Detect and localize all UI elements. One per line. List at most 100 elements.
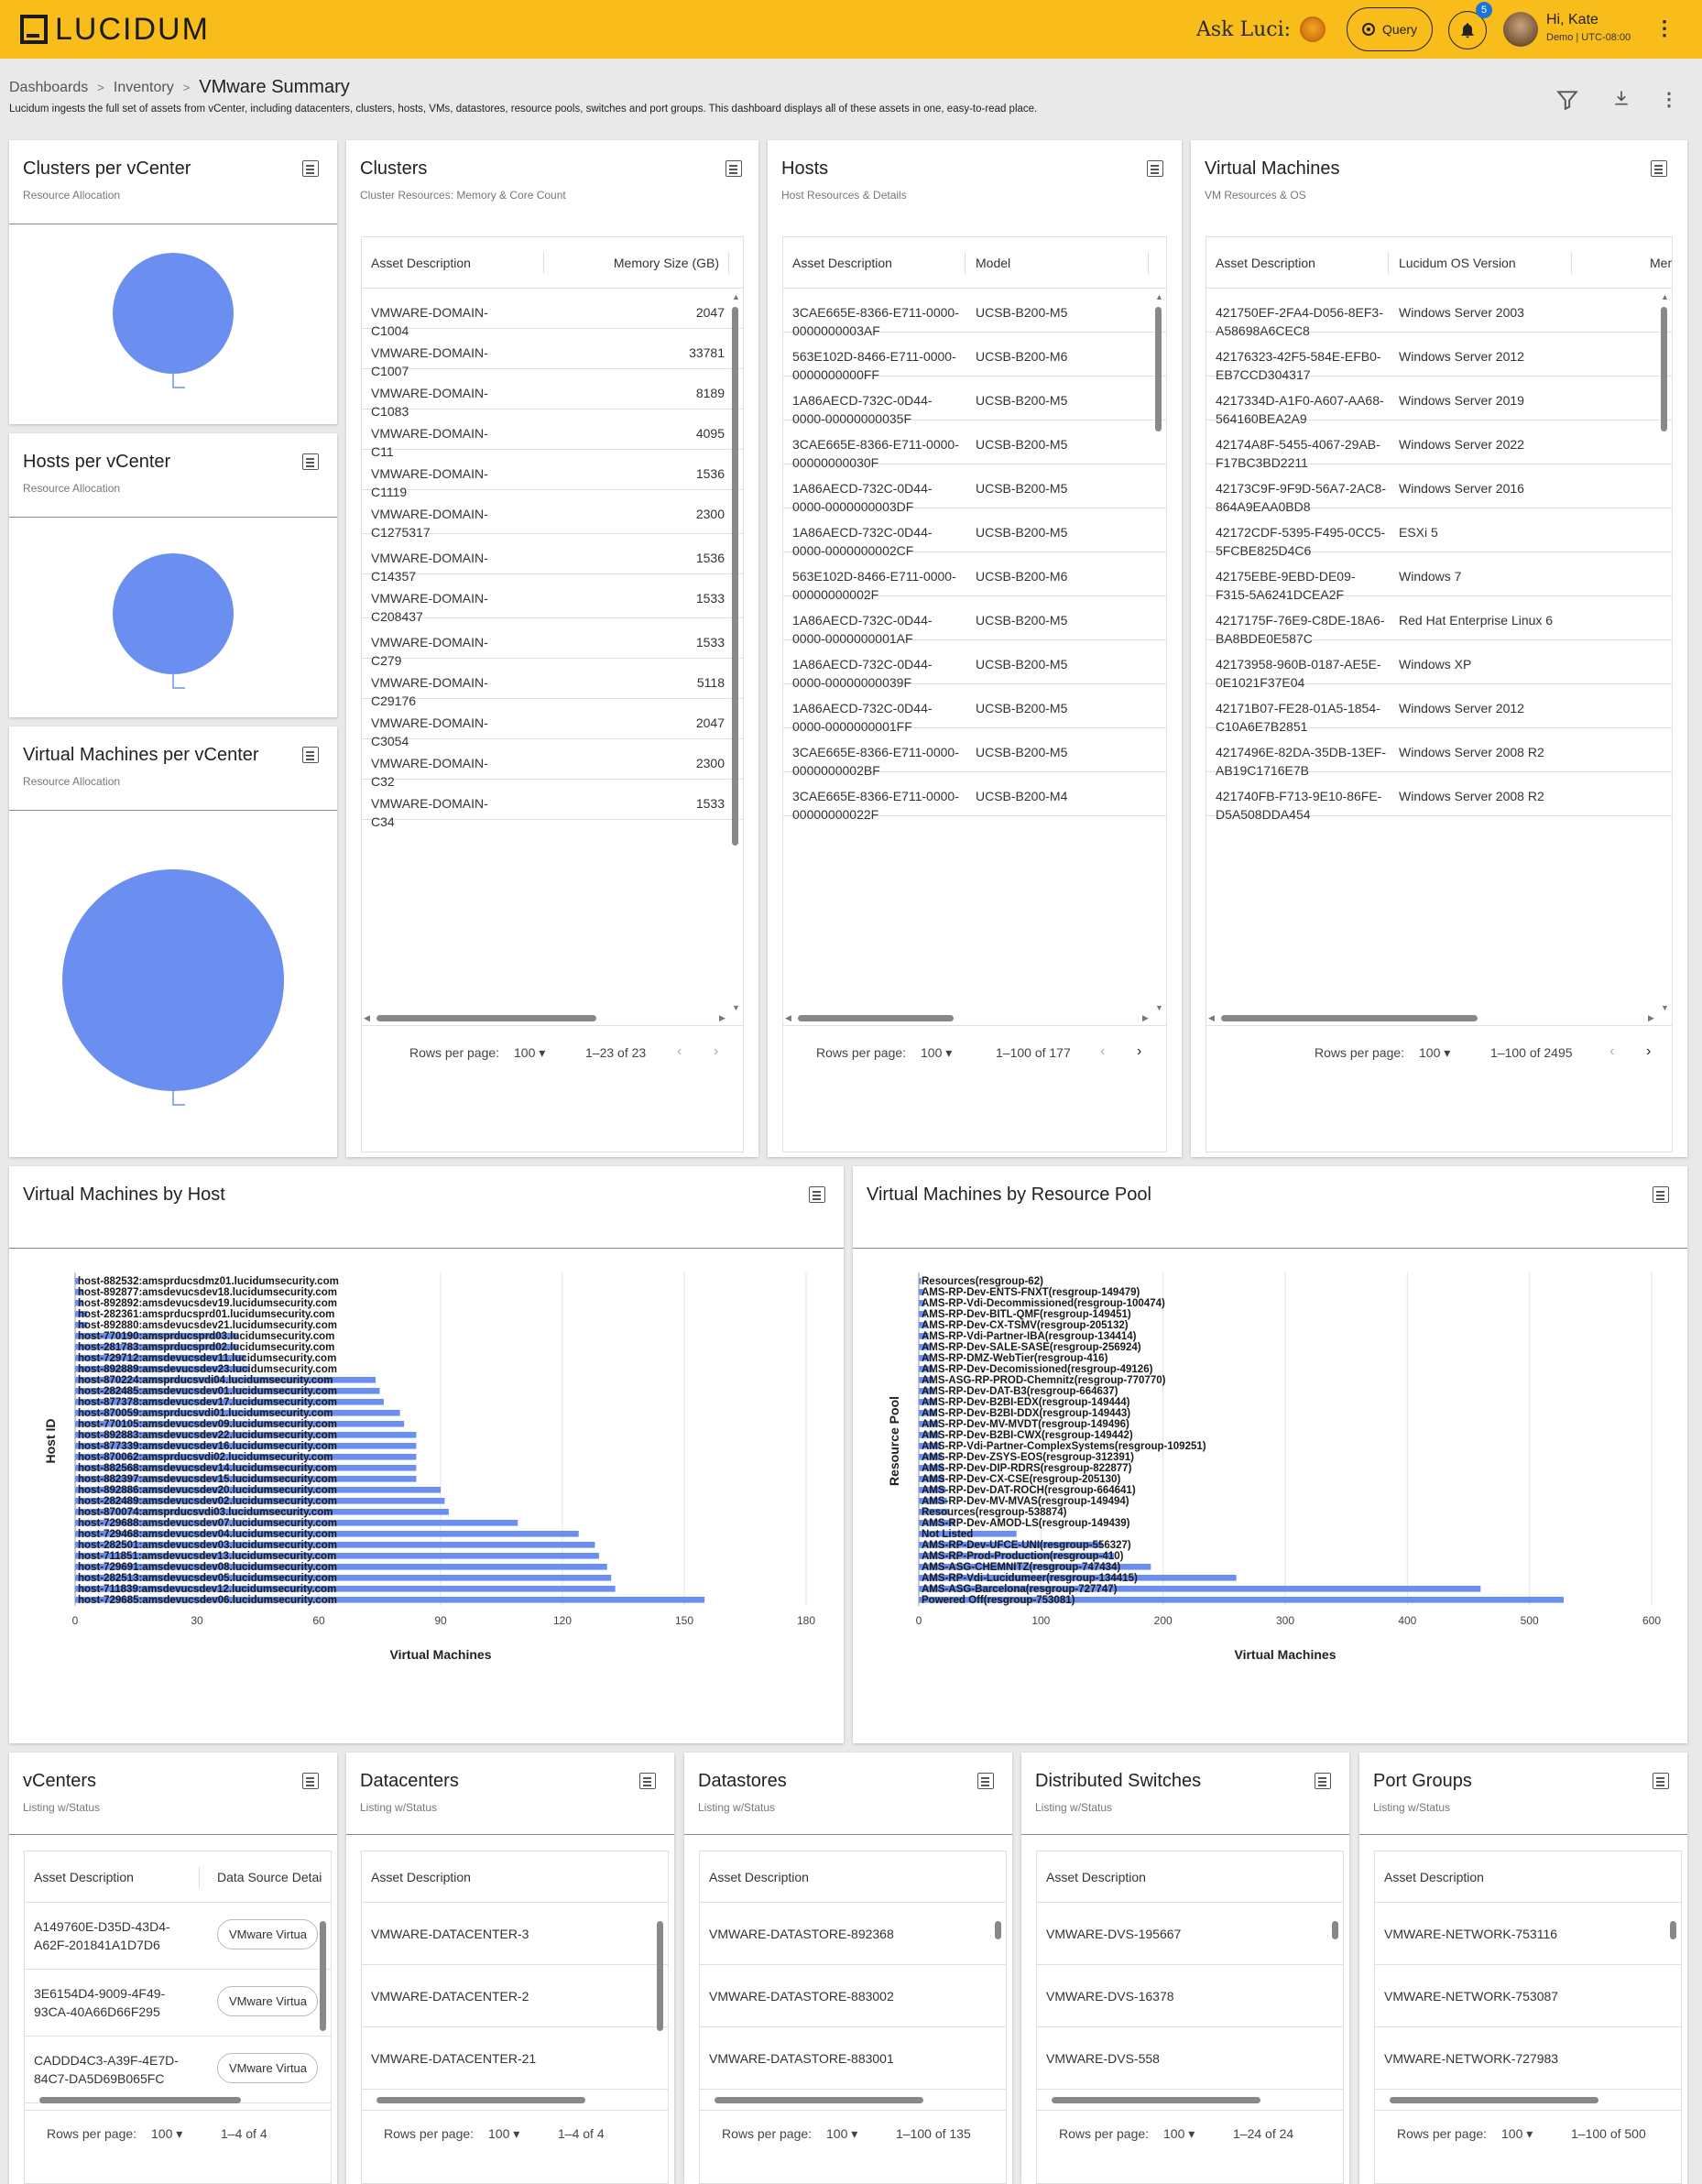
column-header-asset-description[interactable]: Asset Description — [1216, 256, 1315, 270]
bar[interactable] — [919, 1531, 1017, 1537]
rows-per-page-select[interactable]: 100 ▾ — [1163, 2126, 1195, 2142]
table-view-icon[interactable] — [1651, 160, 1667, 177]
bar[interactable] — [75, 1377, 376, 1383]
horizontal-scrollbar[interactable] — [376, 1015, 596, 1021]
bar[interactable] — [75, 1542, 595, 1548]
pie-slice[interactable] — [113, 253, 234, 374]
table-view-icon[interactable] — [1147, 160, 1163, 177]
vertical-scrollbar[interactable] — [1661, 307, 1667, 431]
bar[interactable] — [75, 1300, 83, 1306]
bar[interactable] — [919, 1322, 928, 1328]
table-view-icon[interactable] — [302, 1773, 319, 1789]
bar[interactable] — [75, 1487, 441, 1493]
table-view-icon[interactable] — [1653, 1773, 1669, 1789]
bar[interactable] — [919, 1355, 932, 1361]
bar[interactable] — [919, 1432, 940, 1438]
table-row[interactable]: 3CAE665E-8366-E711-0000-00000000030F UCSB… — [783, 420, 1166, 470]
data-source-chip[interactable]: VMware Virtua — [217, 2053, 318, 2083]
rows-per-page-select[interactable]: 100 ▾ — [826, 2126, 857, 2142]
table-row[interactable]: VMWARE-NETWORK-753087 — [1375, 1965, 1681, 2027]
table-row[interactable]: VMWARE-DOMAIN-C1007 33781 — [362, 329, 743, 378]
bar[interactable] — [75, 1344, 238, 1350]
table-row[interactable]: 1A86AECD-732C-0D44-0000-0000000001FF UCSB… — [783, 684, 1166, 734]
bar[interactable] — [919, 1476, 944, 1482]
table-row[interactable]: VMWARE-DOMAIN-C32 2300 — [362, 739, 743, 789]
bar[interactable] — [75, 1322, 88, 1328]
table-row[interactable]: 42173C9F-9F9D-56A7-2AC8-864A9EAA0BD8 Wind… — [1206, 464, 1672, 514]
table-row[interactable]: VMWARE-DATASTORE-883002 — [700, 1965, 1006, 2027]
query-button[interactable]: Query — [1347, 7, 1433, 51]
data-source-chip[interactable]: VMware Virtua — [217, 1986, 318, 2016]
table-row[interactable]: 1A86AECD-732C-0D44-0000-00000000035F UCSB… — [783, 377, 1166, 426]
bar[interactable] — [75, 1465, 417, 1471]
bar[interactable] — [919, 1498, 947, 1504]
vms-by-host-bar-chart[interactable]: 0 30 60 90 120 150 180 host-882532:amsprducsdmz… — [9, 1249, 844, 1743]
column-header-memory[interactable]: Memo — [1650, 256, 1672, 270]
bar[interactable] — [75, 1498, 445, 1504]
bar[interactable] — [919, 1465, 944, 1471]
bar[interactable] — [919, 1278, 922, 1284]
breadcrumb-dashboards[interactable]: Dashboards — [9, 79, 89, 95]
table-row[interactable]: VMWARE-DOMAIN-C14357 1536 — [362, 534, 743, 584]
bar[interactable] — [919, 1542, 1102, 1548]
table-row[interactable]: 421750EF-2FA4-D056-8EF3-A58698A6CEC8 Wind… — [1206, 289, 1672, 338]
table-row[interactable]: 3CAE665E-8366-E711-0000-0000000003AF UCSB… — [783, 289, 1166, 338]
bar[interactable] — [919, 1388, 935, 1394]
table-row[interactable]: VMWARE-DOMAIN-C1004 2047 — [362, 289, 743, 338]
next-page-button[interactable]: › — [714, 1043, 719, 1059]
pie-slice[interactable] — [62, 869, 284, 1091]
table-row[interactable]: 42173958-960B-0187-AE5E-0E1021F37E04 Wind… — [1206, 640, 1672, 690]
table-view-icon[interactable] — [302, 160, 319, 177]
page-more-icon[interactable]: ⋮ — [1660, 90, 1678, 110]
bar[interactable] — [75, 1366, 250, 1372]
scroll-up-arrow-icon[interactable]: ▲ — [1661, 292, 1669, 301]
bar[interactable] — [75, 1388, 380, 1394]
table-row[interactable]: VMWARE-DOMAIN-C1119 1536 — [362, 450, 743, 499]
vms-pie-chart[interactable] — [9, 811, 337, 1157]
scroll-down-arrow-icon[interactable]: ▼ — [1155, 1003, 1163, 1012]
table-view-icon[interactable] — [302, 453, 319, 470]
bar[interactable] — [919, 1377, 933, 1383]
bar[interactable] — [75, 1410, 400, 1416]
table-row[interactable]: 4217496E-82DA-35DB-13EF-AB19C1716E7B Wind… — [1206, 728, 1672, 778]
bar[interactable] — [75, 1278, 80, 1284]
table-row[interactable]: VMWARE-DOMAIN-C29176 5118 — [362, 659, 743, 708]
scroll-down-arrow-icon[interactable]: ▼ — [1661, 1003, 1669, 1012]
table-row[interactable]: VMWARE-DVS-16378 — [1037, 1965, 1343, 2027]
table-row[interactable]: 42172CDF-5395-F495-0CC5-5FCBE825D4C6 ESXi… — [1206, 508, 1672, 558]
rows-per-page-select[interactable]: 100 ▾ — [1419, 1045, 1451, 1060]
column-separator[interactable] — [1148, 252, 1149, 274]
column-separator[interactable] — [728, 252, 729, 274]
column-header-asset-description[interactable]: Asset Description — [1384, 1870, 1484, 1884]
bar[interactable] — [75, 1520, 518, 1526]
bar[interactable] — [75, 1421, 405, 1427]
column-header-asset-description[interactable]: Asset Description — [34, 1870, 134, 1884]
table-row[interactable]: 4217334D-A1F0-A607-AA68-564160BEA2A9 Wind… — [1206, 377, 1672, 426]
bar[interactable] — [75, 1531, 579, 1537]
vertical-scrollbar[interactable] — [1155, 307, 1162, 431]
table-row[interactable]: VMWARE-DATACENTER-3 — [362, 1903, 668, 1965]
table-row[interactable]: A149760E-D35D-43D4-A62F-201841A1D7D6 VMwa… — [25, 1903, 331, 1970]
bar[interactable] — [75, 1333, 238, 1339]
table-row[interactable]: 42174A8F-5455-4067-29AB-F17BC3BD2211 Wind… — [1206, 420, 1672, 470]
bar[interactable] — [919, 1520, 955, 1526]
table-view-icon[interactable] — [726, 160, 742, 177]
filter-icon[interactable] — [1555, 88, 1579, 117]
horizontal-scrollbar[interactable] — [1221, 1015, 1478, 1021]
bar[interactable] — [75, 1575, 612, 1581]
table-row[interactable]: VMWARE-DATACENTER-2 — [362, 1965, 668, 2027]
table-row[interactable]: 1A86AECD-732C-0D44-0000-0000000003DF UCSB… — [783, 464, 1166, 514]
ask-luci-button[interactable]: Ask Luci: — [1196, 16, 1326, 42]
scroll-right-arrow-icon[interactable]: ▶ — [1648, 1013, 1654, 1022]
bar[interactable] — [919, 1399, 936, 1405]
bar[interactable] — [75, 1476, 417, 1482]
column-header-asset-description[interactable]: Asset Description — [792, 256, 892, 270]
clusters-pie-chart[interactable] — [9, 224, 337, 424]
column-header-asset-description[interactable]: Asset Description — [709, 1870, 809, 1884]
bar[interactable] — [919, 1443, 941, 1449]
vertical-scrollbar[interactable] — [657, 1921, 663, 2031]
bar[interactable] — [75, 1355, 246, 1361]
table-row[interactable]: 563E102D-8466-E711-0000-00000000002F UCSB… — [783, 552, 1166, 602]
bar[interactable] — [75, 1586, 616, 1592]
vertical-scrollbar[interactable] — [995, 1921, 1001, 1939]
